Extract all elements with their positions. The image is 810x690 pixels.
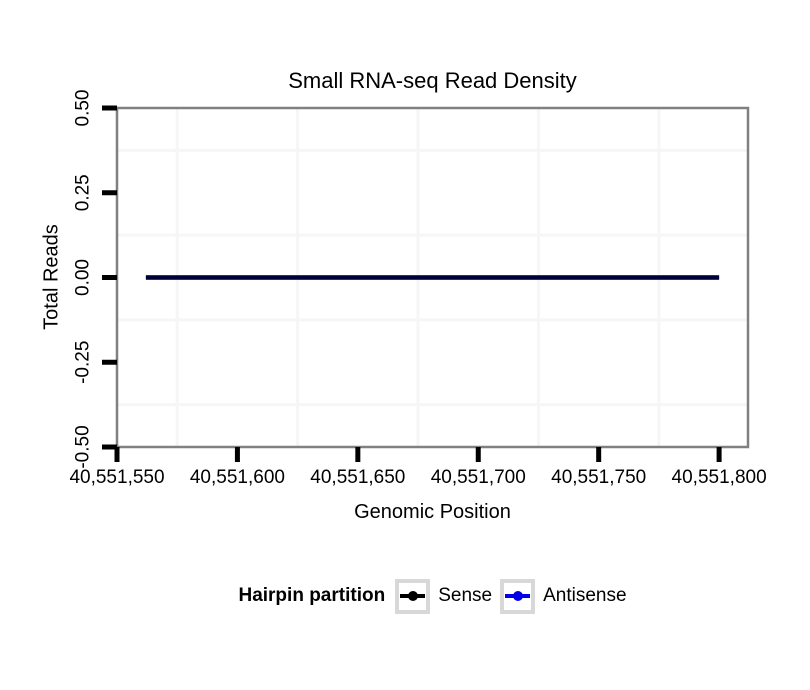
x-tick-label: 40,551,600 [190, 467, 285, 488]
legend-item-antisense: Antisense [500, 578, 627, 614]
legend-title: Hairpin partition [238, 585, 386, 606]
legend-key-antisense [500, 578, 536, 614]
x-tick-label: 40,551,550 [69, 467, 164, 488]
legend: Hairpin partition Sense Antisense [117, 577, 748, 615]
legend-label-sense: Sense [438, 585, 493, 606]
y-tick-label: -0.25 [73, 341, 94, 384]
x-tick-label: 40,551,750 [551, 467, 646, 488]
x-axis-title: Genomic Position [354, 501, 511, 523]
legend-key-sense [395, 578, 431, 614]
x-tick-label: 40,551,800 [672, 467, 767, 488]
legend-item-sense: Sense [395, 578, 493, 614]
legend-label-antisense: Antisense [543, 585, 627, 606]
y-tick-label: 0.25 [73, 174, 94, 211]
x-tick-label: 40,551,700 [431, 467, 526, 488]
point-glyph-icon [512, 591, 523, 601]
x-tick-label: 40,551,650 [310, 467, 405, 488]
y-axis-title: Total Reads [40, 224, 63, 330]
y-tick-label: 0.00 [73, 259, 94, 296]
point-glyph-icon [407, 591, 418, 601]
y-tick-label: 0.50 [73, 90, 94, 127]
chart-title: Small RNA-seq Read Density [288, 68, 577, 93]
y-tick-label: -0.50 [73, 425, 94, 468]
